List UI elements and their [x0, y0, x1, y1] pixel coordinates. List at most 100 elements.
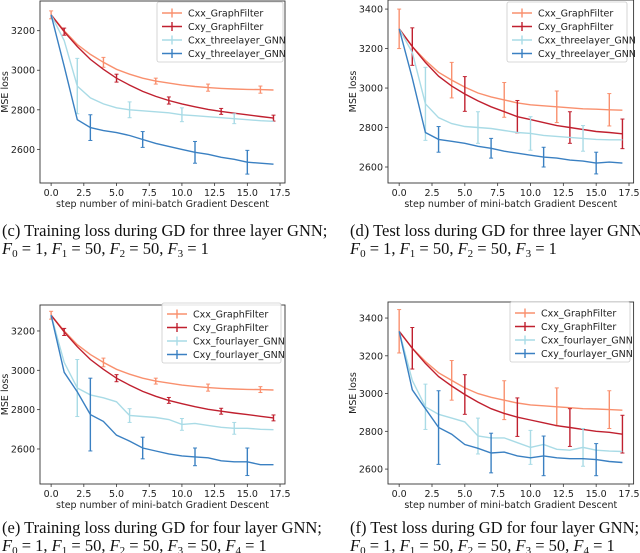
legend-entry: Cxy_fourlayer_GNN: [167, 350, 285, 361]
series-line: [398, 330, 623, 411]
legend-entry: Cxy_GraphFilter: [512, 22, 613, 33]
x-axis-label: step number of mini-batch Gradient Desce…: [404, 500, 617, 511]
param: F2 = 50,: [457, 536, 516, 553]
legend-label: Cxx_GraphFilter: [538, 9, 613, 20]
legend-label: Cxx_GraphFilter: [188, 9, 263, 20]
error-bar: [594, 443, 599, 477]
error-bar: [567, 408, 572, 447]
error-bar: [127, 408, 132, 423]
error-bar: [554, 90, 559, 124]
error-bar: [397, 309, 402, 354]
x-tick-label: 0.0: [392, 188, 407, 199]
legend-label: Cxy_GraphFilter: [193, 323, 268, 334]
chart-e: 0.0 2.5 5.0 7.5 10.0 12.5 15.0 17.5 2600 2800 3000…: [0, 302, 291, 511]
y-tick-label: 3400: [359, 314, 383, 325]
error-bar: [101, 357, 106, 368]
x-tick-label: 5.0: [457, 188, 472, 199]
series-line: [398, 331, 623, 453]
x-tick-label: 17.5: [269, 188, 290, 199]
x-tick-label: 15.0: [237, 188, 258, 199]
param: F1 = 50,: [51, 239, 110, 260]
legend-label: Cxx_threelayer_GNN: [538, 36, 636, 47]
legend-entry: Cxy_threelayer_GNN: [162, 49, 286, 60]
error-bar: [153, 77, 158, 85]
legend-frame: [509, 301, 631, 363]
error-bar: [245, 149, 250, 175]
error-bar: [219, 107, 224, 115]
param: F1 = 50,: [51, 536, 110, 553]
param: F0 = 1,: [350, 536, 400, 553]
caption-params: F0 = 1, F1 = 50, F2 = 50, F3 = 50, F4 = …: [350, 537, 639, 553]
x-tick-label: 12.5: [553, 489, 574, 500]
series-Cxx_fourlayer_GNN: [398, 331, 623, 467]
legend-entry: Cxy_GraphFilter: [515, 322, 616, 333]
y-tick-label: 2800: [11, 105, 35, 116]
series-line: [50, 314, 274, 419]
error-bar: [101, 56, 106, 68]
error-bar: [515, 397, 520, 437]
legend-label: Cxy_fourlayer_GNN: [541, 349, 633, 360]
y-tick-label: 2800: [359, 123, 383, 134]
legend-entry: Cxx_GraphFilter: [167, 309, 268, 321]
param: F4 = 1: [573, 536, 615, 553]
y-tick-label: 2800: [11, 405, 35, 416]
error-bar: [245, 447, 250, 477]
x-tick-label: 0.0: [44, 188, 59, 199]
error-bar: [166, 96, 171, 105]
series-line: [50, 314, 274, 391]
x-tick-label: 12.5: [204, 489, 225, 500]
series-Cxy_threelayer_GNN: [398, 28, 623, 175]
y-tick-label: 3000: [11, 66, 35, 77]
y-axis-label: MSE loss: [0, 374, 11, 416]
legend-frame: [161, 302, 282, 364]
caption-c: (c) Training loss during GD for three la…: [2, 221, 328, 260]
error-bar: [179, 417, 184, 431]
error-bar: [449, 360, 454, 401]
error-bar: [581, 125, 586, 152]
series-line: [50, 14, 274, 165]
legend: Cxx_GraphFilter Cxy_GraphFilter Cxx_threel…: [506, 1, 636, 63]
param: F0 = 1,: [350, 239, 400, 260]
error-bar: [489, 432, 494, 474]
legend-label: Cxy_threelayer_GNN: [538, 49, 636, 60]
series-Cxx_fourlayer_GNN: [50, 315, 274, 435]
error-bar: [410, 326, 415, 370]
param: F3 = 50,: [167, 536, 226, 553]
param: F2 = 50,: [457, 239, 516, 260]
chart-d: 0.0 2.5 5.0 7.5 10.0 12.5 15.0 17.5 2600 2800 3000…: [348, 0, 640, 210]
legend-entry: Cxy_fourlayer_GNN: [515, 349, 633, 360]
legend-frame: [506, 1, 628, 63]
caption-title: (e) Training loss during GD for four lay…: [2, 518, 322, 537]
error-bar: [581, 427, 586, 467]
y-tick-label: 2600: [359, 163, 383, 174]
axes-frame: [39, 0, 286, 184]
x-tick-label: 7.5: [142, 489, 157, 500]
y-tick-label: 3200: [359, 351, 383, 362]
error-bar: [541, 146, 546, 168]
x-tick-label: 0.0: [44, 489, 59, 500]
legend-entry: Cxx_threelayer_GNN: [162, 35, 286, 47]
error-bar: [436, 126, 441, 153]
axes-frame: [387, 0, 635, 184]
param: F2 = 50,: [109, 239, 168, 260]
error-bar: [620, 414, 625, 454]
series-line: [50, 14, 274, 91]
y-tick-label: 3400: [359, 5, 383, 16]
error-bar: [232, 421, 237, 435]
error-bar: [75, 358, 80, 418]
series-Cxy_GraphFilter: [50, 14, 276, 122]
x-tick-label: 5.0: [109, 489, 124, 500]
error-bar: [620, 118, 625, 150]
y-axis-label: MSE loss: [348, 71, 359, 113]
error-bar: [206, 383, 211, 392]
param: F3 = 50,: [515, 536, 574, 553]
caption-title: (c) Training loss during GD for three la…: [2, 221, 328, 240]
error-bar: [423, 66, 428, 141]
x-axis-label: step number of mini-batch Gradient Desce…: [56, 199, 269, 210]
error-bar: [271, 414, 276, 422]
legend-entry: Cxy_GraphFilter: [162, 22, 263, 33]
error-bar: [423, 383, 428, 430]
series-line: [398, 28, 623, 111]
x-tick-label: 2.5: [76, 489, 91, 500]
